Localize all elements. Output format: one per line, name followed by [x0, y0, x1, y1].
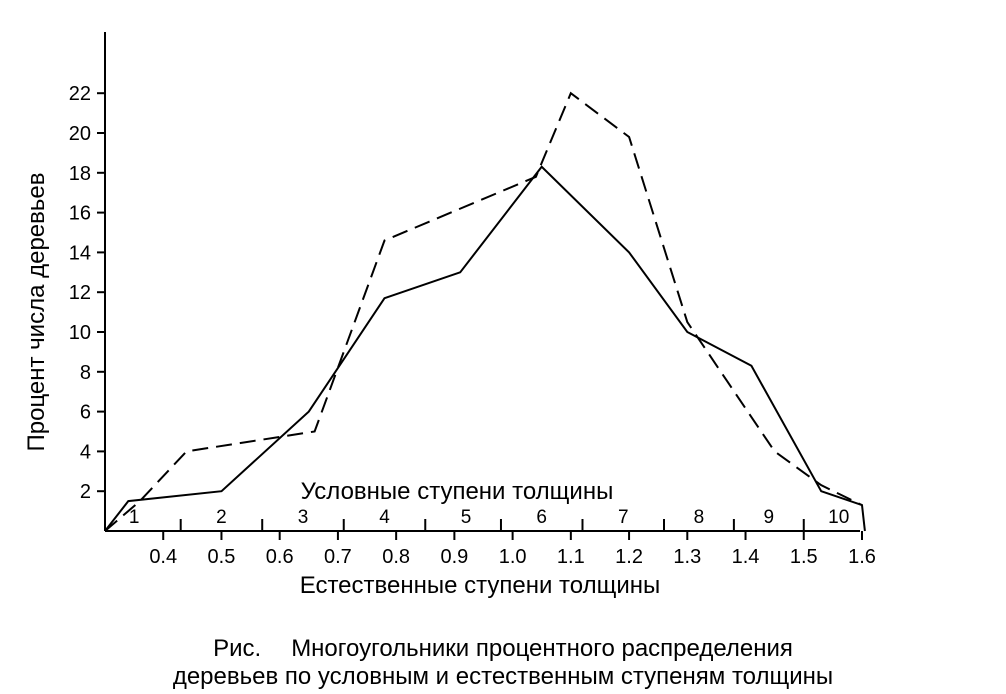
y-tick-label: 12 [69, 282, 91, 304]
x-ticks: 0.4 0.5 0.6 0.7 0.8 0.9 1.0 1.1 1.2 1.3 1.4 1.5 1.6 [149, 531, 876, 568]
y-ticks: 2 4 6 8 10 12 14 16 18 20 22 [69, 83, 105, 503]
conditional-tick-label: 7 [618, 507, 629, 528]
conditional-ticks: 1 2 3 4 5 6 7 8 9 10 [129, 507, 849, 531]
y-tick-label: 10 [69, 322, 91, 344]
axes [104, 32, 860, 532]
conditional-tick-label: 9 [764, 507, 775, 528]
conditional-tick-label: 10 [828, 507, 849, 528]
x-axis-label: Естественные ступени толщины [300, 572, 661, 599]
series-solid-line [104, 165, 866, 532]
y-tick-label: 22 [69, 83, 91, 105]
y-axis-label: Процент числа деревьев [23, 172, 50, 451]
conditional-tick-label: 6 [536, 507, 547, 528]
x-tick-label: 0.9 [440, 546, 468, 568]
y-tick-label: 6 [80, 402, 91, 424]
x-tick-label: 0.6 [266, 546, 294, 568]
series-dashed-line [104, 91, 863, 532]
conditional-tick-label: 1 [129, 507, 140, 528]
series-layer [104, 91, 866, 532]
y-tick-label: 8 [80, 362, 91, 384]
conditional-tick-label: 8 [694, 507, 705, 528]
x-tick-label: 1.5 [790, 546, 818, 568]
figure-caption-prefix: Рис. [213, 635, 262, 662]
conditional-tick-label: 5 [461, 507, 472, 528]
x-tick-label: 1.4 [732, 546, 760, 568]
conditional-tick-label: 3 [298, 507, 309, 528]
x-tick-label: 0.4 [149, 546, 177, 568]
x-tick-label: 0.8 [382, 546, 410, 568]
figure-caption-line-1: Рис. Многоугольники процентного распредел… [0, 632, 1006, 666]
figure-caption-line-2: деревьев по условным и естественным ступ… [172, 663, 834, 690]
x-tick-label: 0.7 [324, 546, 352, 568]
y-tick-label: 2 [80, 481, 91, 503]
y-tick-label: 18 [69, 163, 91, 185]
conditional-tick-label: 4 [379, 507, 390, 528]
figure-caption-text-1: Многоугольники процентного распределения [291, 635, 793, 662]
y-tick-label: 4 [80, 441, 91, 463]
y-tick-label: 20 [69, 123, 91, 145]
x-tick-label: 1.1 [557, 546, 585, 568]
x-tick-label: 1.0 [499, 546, 527, 568]
x-tick-label: 1.6 [848, 546, 876, 568]
y-tick-label: 16 [69, 203, 91, 225]
x-tick-label: 1.3 [673, 546, 701, 568]
x-tick-label: 1.2 [615, 546, 643, 568]
x-tick-label: 0.5 [208, 546, 236, 568]
conditional-tick-label: 2 [216, 507, 227, 528]
y-tick-label: 14 [69, 242, 91, 264]
conditional-steps-label: Условные ступени толщины [301, 478, 614, 505]
